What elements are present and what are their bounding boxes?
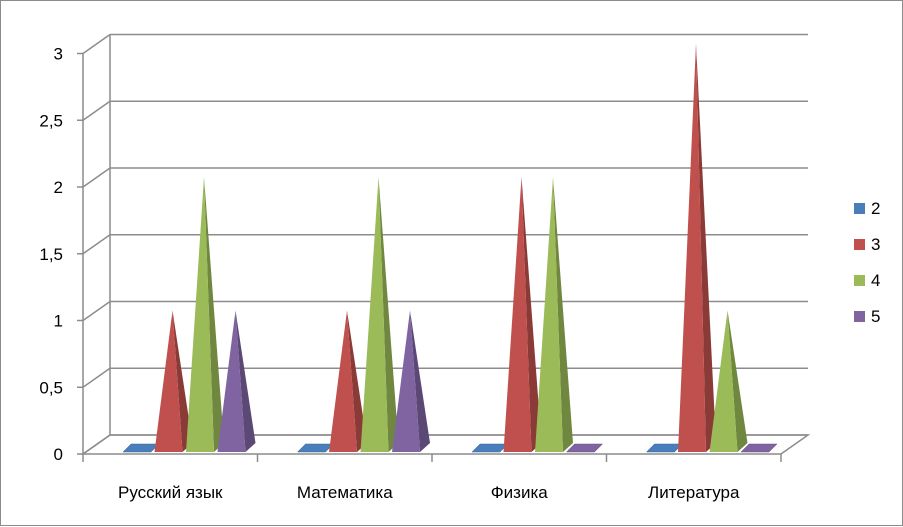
bar-base <box>645 443 684 453</box>
legend-swatch <box>854 311 865 322</box>
axis-layer <box>77 34 811 462</box>
bar <box>471 443 509 453</box>
y-tick-label: 0,5 <box>39 378 63 397</box>
y-tick-label: 1 <box>54 312 63 331</box>
bar-side <box>172 310 193 452</box>
legend-item: 2 <box>854 199 880 218</box>
bar-base <box>471 443 509 453</box>
bar-front <box>154 310 183 452</box>
legend-item: 5 <box>854 307 880 326</box>
bar <box>329 310 367 452</box>
bar <box>535 177 573 452</box>
x-tick-label: Физика <box>491 483 549 502</box>
bar <box>186 177 224 452</box>
bar <box>678 43 716 452</box>
bar <box>503 177 542 452</box>
bar-base <box>122 443 160 453</box>
bar <box>392 310 430 452</box>
x-tick-label: Математика <box>297 483 393 502</box>
gridline-side <box>82 300 111 322</box>
legend-label: 4 <box>871 271 880 290</box>
bars-layer <box>122 43 778 453</box>
bar-front <box>678 43 706 452</box>
bar-front <box>709 310 738 452</box>
bar-side <box>378 177 399 452</box>
y-tick-label: 1,5 <box>39 245 63 264</box>
bar-base <box>565 443 604 453</box>
y-tick-label: 0 <box>54 445 63 464</box>
bar-side <box>553 177 573 452</box>
bar-front <box>392 310 420 452</box>
bar <box>740 443 778 453</box>
bar-front <box>329 310 357 452</box>
bar-base <box>296 443 335 453</box>
bar-front <box>360 177 389 452</box>
bar-front <box>217 310 246 452</box>
gridline-side <box>82 33 111 55</box>
bar-side <box>521 177 542 452</box>
bar <box>709 310 748 452</box>
legend-label: 2 <box>871 199 880 218</box>
bar-front <box>503 177 532 452</box>
bar <box>154 310 193 452</box>
bar-base <box>740 443 778 453</box>
legend-item: 3 <box>854 235 880 254</box>
bar-side <box>410 310 430 452</box>
bar-front <box>535 177 563 452</box>
labels-layer: 0 0,5 1 1,5 2 2,5 3 Русский язык Математика Физик… <box>39 45 740 503</box>
bar-side <box>347 310 367 452</box>
floor <box>80 434 811 455</box>
y-tick-label: 3 <box>54 45 63 64</box>
gridline-side <box>82 367 111 388</box>
bar-side <box>204 177 224 452</box>
x-tick-label: Русский язык <box>118 483 223 502</box>
legend-label: 5 <box>871 307 880 326</box>
bar <box>296 443 335 453</box>
bar-side <box>235 310 256 452</box>
bar <box>645 443 684 453</box>
y-tick-label: 2 <box>54 178 63 197</box>
gridline-side <box>82 167 111 188</box>
bar <box>122 443 160 453</box>
bar-front <box>186 177 214 452</box>
legend-swatch <box>854 239 865 250</box>
bar <box>217 310 256 452</box>
legend-swatch <box>854 275 865 286</box>
gridline-side <box>82 100 111 121</box>
y-tick-label: 2,5 <box>39 111 63 130</box>
legend-swatch <box>854 203 865 214</box>
bar <box>360 177 399 452</box>
x-tick-label: Литература <box>648 483 740 502</box>
bar-side <box>696 43 716 452</box>
gridline-side <box>82 234 111 255</box>
legend-item: 4 <box>854 271 880 290</box>
legend-label: 3 <box>871 235 880 254</box>
bar <box>565 443 604 453</box>
legend: 2 3 4 5 <box>854 199 880 326</box>
bar-side <box>727 310 748 452</box>
